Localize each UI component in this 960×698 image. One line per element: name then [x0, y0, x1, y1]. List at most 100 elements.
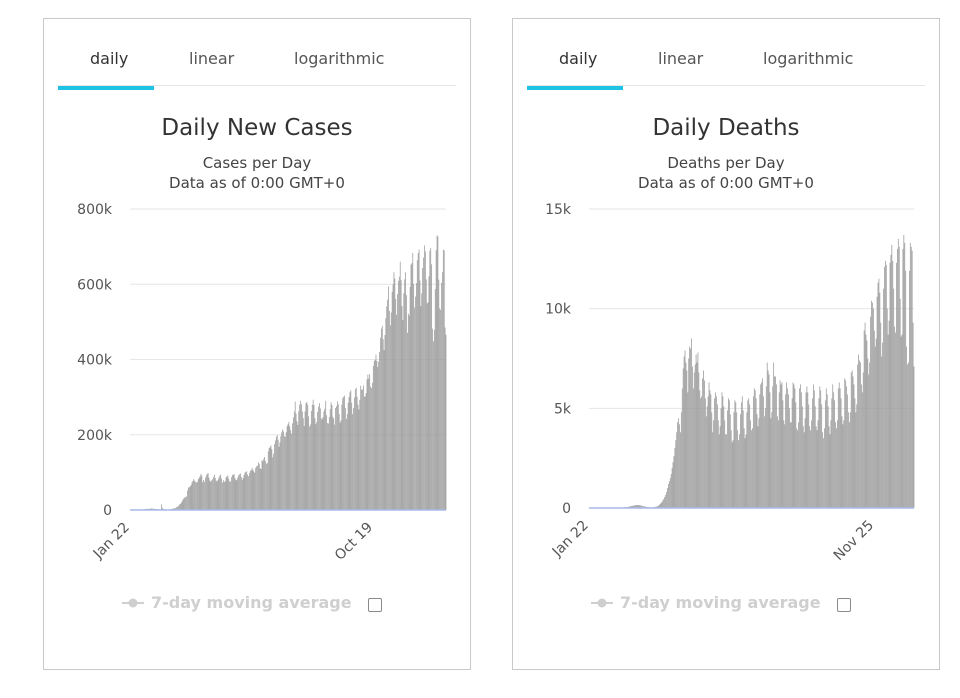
- bar[interactable]: [431, 264, 433, 510]
- bar[interactable]: [362, 389, 363, 510]
- bar[interactable]: [866, 340, 868, 508]
- bar[interactable]: [773, 362, 775, 508]
- bar[interactable]: [762, 378, 763, 508]
- bar[interactable]: [205, 477, 206, 510]
- bar[interactable]: [180, 502, 182, 510]
- bar[interactable]: [867, 358, 869, 509]
- bar[interactable]: [286, 426, 288, 510]
- bar[interactable]: [900, 336, 902, 508]
- bar[interactable]: [673, 456, 675, 508]
- bar[interactable]: [377, 367, 379, 510]
- bar[interactable]: [192, 481, 194, 510]
- bar[interactable]: [380, 337, 381, 510]
- bar[interactable]: [878, 278, 880, 508]
- bar[interactable]: [679, 424, 680, 508]
- bar[interactable]: [369, 374, 371, 510]
- bar[interactable]: [893, 288, 895, 508]
- bar[interactable]: [712, 432, 714, 508]
- bar[interactable]: [324, 408, 326, 510]
- bar[interactable]: [266, 463, 267, 510]
- bar[interactable]: [204, 481, 205, 510]
- bar[interactable]: [728, 400, 730, 508]
- bar[interactable]: [635, 505, 637, 508]
- bar[interactable]: [629, 506, 631, 508]
- bar[interactable]: [711, 412, 713, 508]
- bar[interactable]: [185, 496, 187, 510]
- bar[interactable]: [637, 505, 639, 508]
- bar[interactable]: [221, 478, 222, 510]
- bar[interactable]: [753, 388, 755, 508]
- bar[interactable]: [797, 430, 799, 508]
- bar[interactable]: [788, 408, 790, 508]
- bar[interactable]: [740, 414, 741, 508]
- bar[interactable]: [350, 390, 352, 510]
- bar[interactable]: [403, 293, 405, 510]
- bar[interactable]: [856, 404, 858, 508]
- bar[interactable]: [379, 351, 380, 510]
- bar[interactable]: [281, 432, 283, 510]
- bar[interactable]: [259, 468, 261, 510]
- bar[interactable]: [206, 473, 208, 510]
- bar[interactable]: [859, 360, 860, 508]
- bar[interactable]: [675, 440, 677, 508]
- bar[interactable]: [832, 384, 834, 508]
- bar[interactable]: [399, 261, 401, 510]
- bar[interactable]: [820, 390, 822, 508]
- bar[interactable]: [894, 326, 895, 508]
- bar[interactable]: [311, 404, 313, 510]
- bar[interactable]: [674, 448, 676, 508]
- bar[interactable]: [713, 420, 715, 508]
- bar[interactable]: [848, 412, 849, 508]
- bar[interactable]: [345, 418, 347, 510]
- tab-daily[interactable]: daily: [90, 49, 129, 68]
- bar[interactable]: [796, 428, 798, 508]
- bar[interactable]: [739, 434, 740, 508]
- bar[interactable]: [830, 420, 832, 508]
- bar[interactable]: [321, 419, 323, 510]
- bar[interactable]: [363, 385, 364, 510]
- bar[interactable]: [398, 276, 400, 510]
- bar[interactable]: [640, 505, 642, 508]
- bar[interactable]: [892, 260, 894, 508]
- bar[interactable]: [852, 376, 854, 508]
- bar[interactable]: [765, 386, 767, 508]
- bar[interactable]: [678, 418, 679, 508]
- bar[interactable]: [302, 418, 304, 510]
- bar[interactable]: [383, 350, 385, 510]
- bar[interactable]: [276, 435, 278, 510]
- bar[interactable]: [421, 293, 423, 510]
- bar[interactable]: [742, 410, 744, 508]
- bar[interactable]: [427, 302, 429, 510]
- bar[interactable]: [308, 416, 310, 510]
- bar[interactable]: [265, 461, 266, 510]
- bar[interactable]: [219, 475, 221, 510]
- bar[interactable]: [266, 462, 268, 510]
- bar[interactable]: [873, 330, 875, 508]
- bar[interactable]: [349, 392, 351, 510]
- bar[interactable]: [422, 268, 424, 510]
- bar[interactable]: [438, 279, 440, 510]
- bar[interactable]: [664, 497, 666, 508]
- bar[interactable]: [426, 303, 428, 510]
- bar[interactable]: [860, 362, 861, 508]
- bar[interactable]: [696, 362, 698, 508]
- bar[interactable]: [823, 438, 824, 508]
- bar[interactable]: [658, 505, 660, 508]
- bar[interactable]: [291, 433, 292, 510]
- bar[interactable]: [692, 366, 693, 508]
- bar[interactable]: [899, 298, 901, 508]
- bar[interactable]: [716, 396, 717, 508]
- bar[interactable]: [841, 416, 843, 508]
- bar[interactable]: [297, 424, 299, 510]
- bar[interactable]: [194, 480, 196, 510]
- bar[interactable]: [331, 405, 333, 510]
- bar[interactable]: [827, 406, 829, 508]
- bar[interactable]: [853, 384, 855, 508]
- bar[interactable]: [352, 414, 354, 510]
- bar[interactable]: [290, 430, 292, 510]
- bar[interactable]: [761, 382, 763, 508]
- bar[interactable]: [249, 473, 250, 510]
- bar[interactable]: [258, 464, 260, 510]
- bar[interactable]: [752, 396, 754, 508]
- bar[interactable]: [212, 479, 213, 510]
